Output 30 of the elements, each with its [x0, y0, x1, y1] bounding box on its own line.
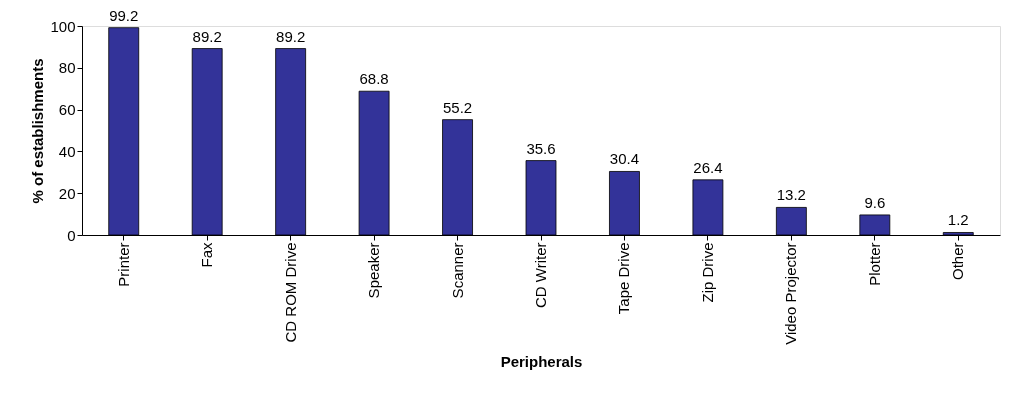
x-tick-label: Other: [949, 242, 967, 281]
y-tick-label: 60: [58, 101, 76, 119]
x-tick-label: CD Writer: [532, 242, 549, 309]
data-label: 30.4: [609, 150, 640, 168]
y-axis-title: % of establishments: [29, 58, 47, 204]
data-label: 9.6: [864, 193, 886, 211]
data-label: 68.8: [359, 70, 389, 88]
y-tick-label: 0: [67, 226, 76, 244]
y-tick-label: 100: [50, 17, 76, 35]
x-tick-label: CD ROM Drive: [281, 242, 299, 343]
data-label: 99.2: [109, 6, 139, 24]
data-label: 89.2: [276, 27, 306, 45]
x-tick-label: Tape Drive: [615, 242, 633, 315]
data-label: 26.4: [693, 158, 723, 176]
y-tick-label: 80: [58, 59, 76, 77]
data-label: 35.6: [526, 139, 556, 157]
x-tick-label: Zip Drive: [698, 242, 716, 303]
y-tick-label: 40: [58, 142, 76, 160]
data-label: 55.2: [442, 98, 473, 116]
x-tick-label: Printer: [114, 242, 132, 287]
x-tick-label: Plotter: [865, 242, 883, 286]
y-tick-label: 20: [58, 184, 76, 202]
x-tick-label: Scanner: [448, 242, 466, 299]
data-label: 89.2: [192, 27, 222, 45]
data-label: 13.2: [776, 186, 806, 204]
x-tick-label: Video Projector: [782, 242, 800, 345]
x-tick-label: Speaker: [365, 242, 383, 299]
x-axis-title: Peripherals: [500, 352, 583, 370]
data-label: 1.2: [947, 211, 969, 229]
x-tick-label: Fax: [198, 242, 216, 268]
